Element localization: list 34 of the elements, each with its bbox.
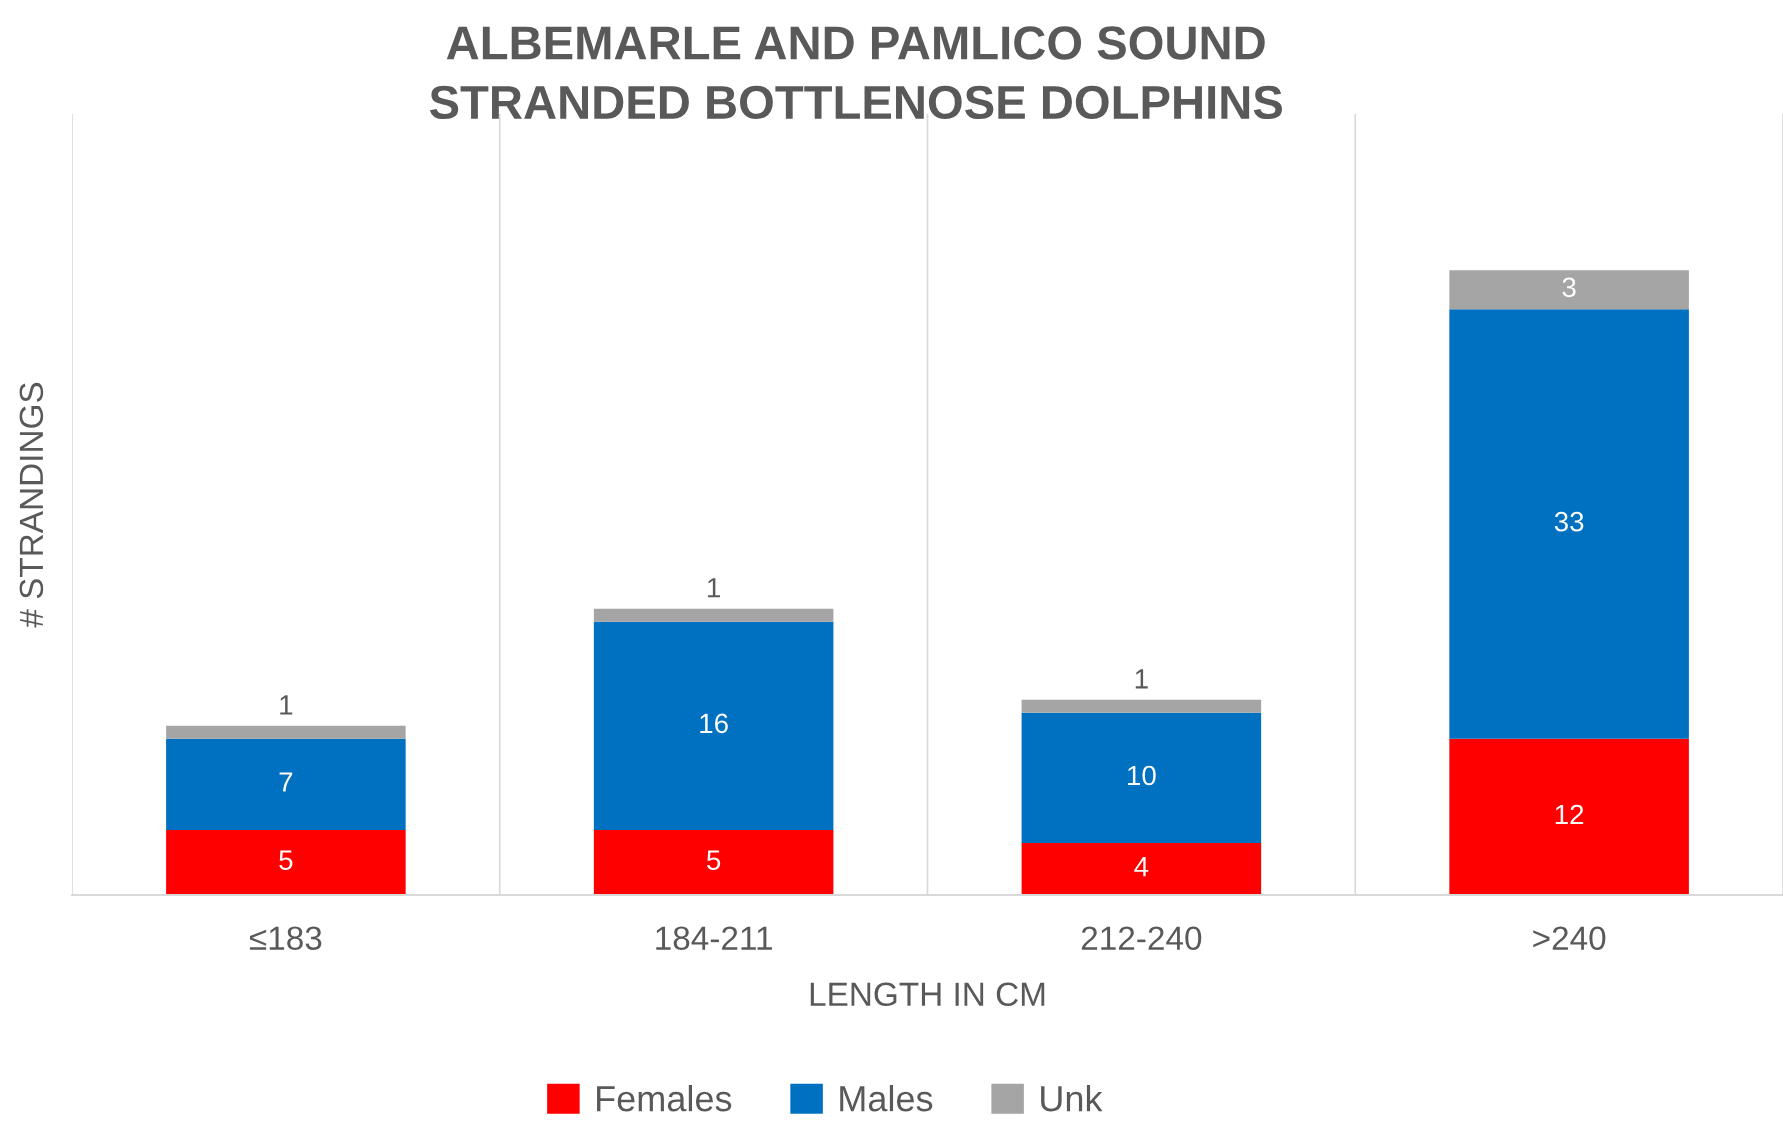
bar [1021, 842, 1262, 895]
x-axis-title: LENGTH IN CM [810, 982, 1045, 1007]
data-label: 5 [279, 850, 293, 870]
data-label: 1 [708, 578, 720, 598]
data-label: 33 [1554, 511, 1584, 532]
data-label: 12 [1555, 804, 1584, 825]
bar [166, 725, 406, 739]
bar [593, 829, 834, 895]
data-label: 16 [700, 713, 728, 734]
data-label: 5 [707, 850, 721, 870]
bar [166, 738, 406, 830]
bar [1021, 712, 1262, 843]
bar [1021, 699, 1262, 713]
data-label: 7 [279, 772, 293, 792]
data-label: 3 [1562, 277, 1576, 298]
y-axis-title: # STRANDINGS [19, 382, 44, 628]
data-label: 1 [280, 695, 293, 715]
x-tick-label: 212-240 [1081, 926, 1202, 951]
legend-label: Males [840, 1084, 933, 1112]
x-tick-label: 184-211 [656, 926, 772, 951]
bar [593, 621, 834, 830]
chart-title: ALBEMARLE AND PAMLICO SOUND STRANDED BOTTLENOSE DOLPHINS [429, 26, 1282, 120]
x-tick-label: >240 [1533, 926, 1606, 951]
bar [1449, 270, 1689, 310]
bar [1449, 309, 1689, 739]
data-label: 1 [1135, 669, 1148, 689]
bar [166, 829, 406, 895]
bar [593, 608, 834, 622]
bar [1449, 738, 1689, 895]
legend-label: Unk [1041, 1084, 1103, 1112]
data-label: 4 [1134, 857, 1149, 877]
legend-label: Females [597, 1084, 732, 1112]
x-tick-label: ≤183 [249, 926, 322, 951]
data-label: 10 [1128, 765, 1156, 786]
